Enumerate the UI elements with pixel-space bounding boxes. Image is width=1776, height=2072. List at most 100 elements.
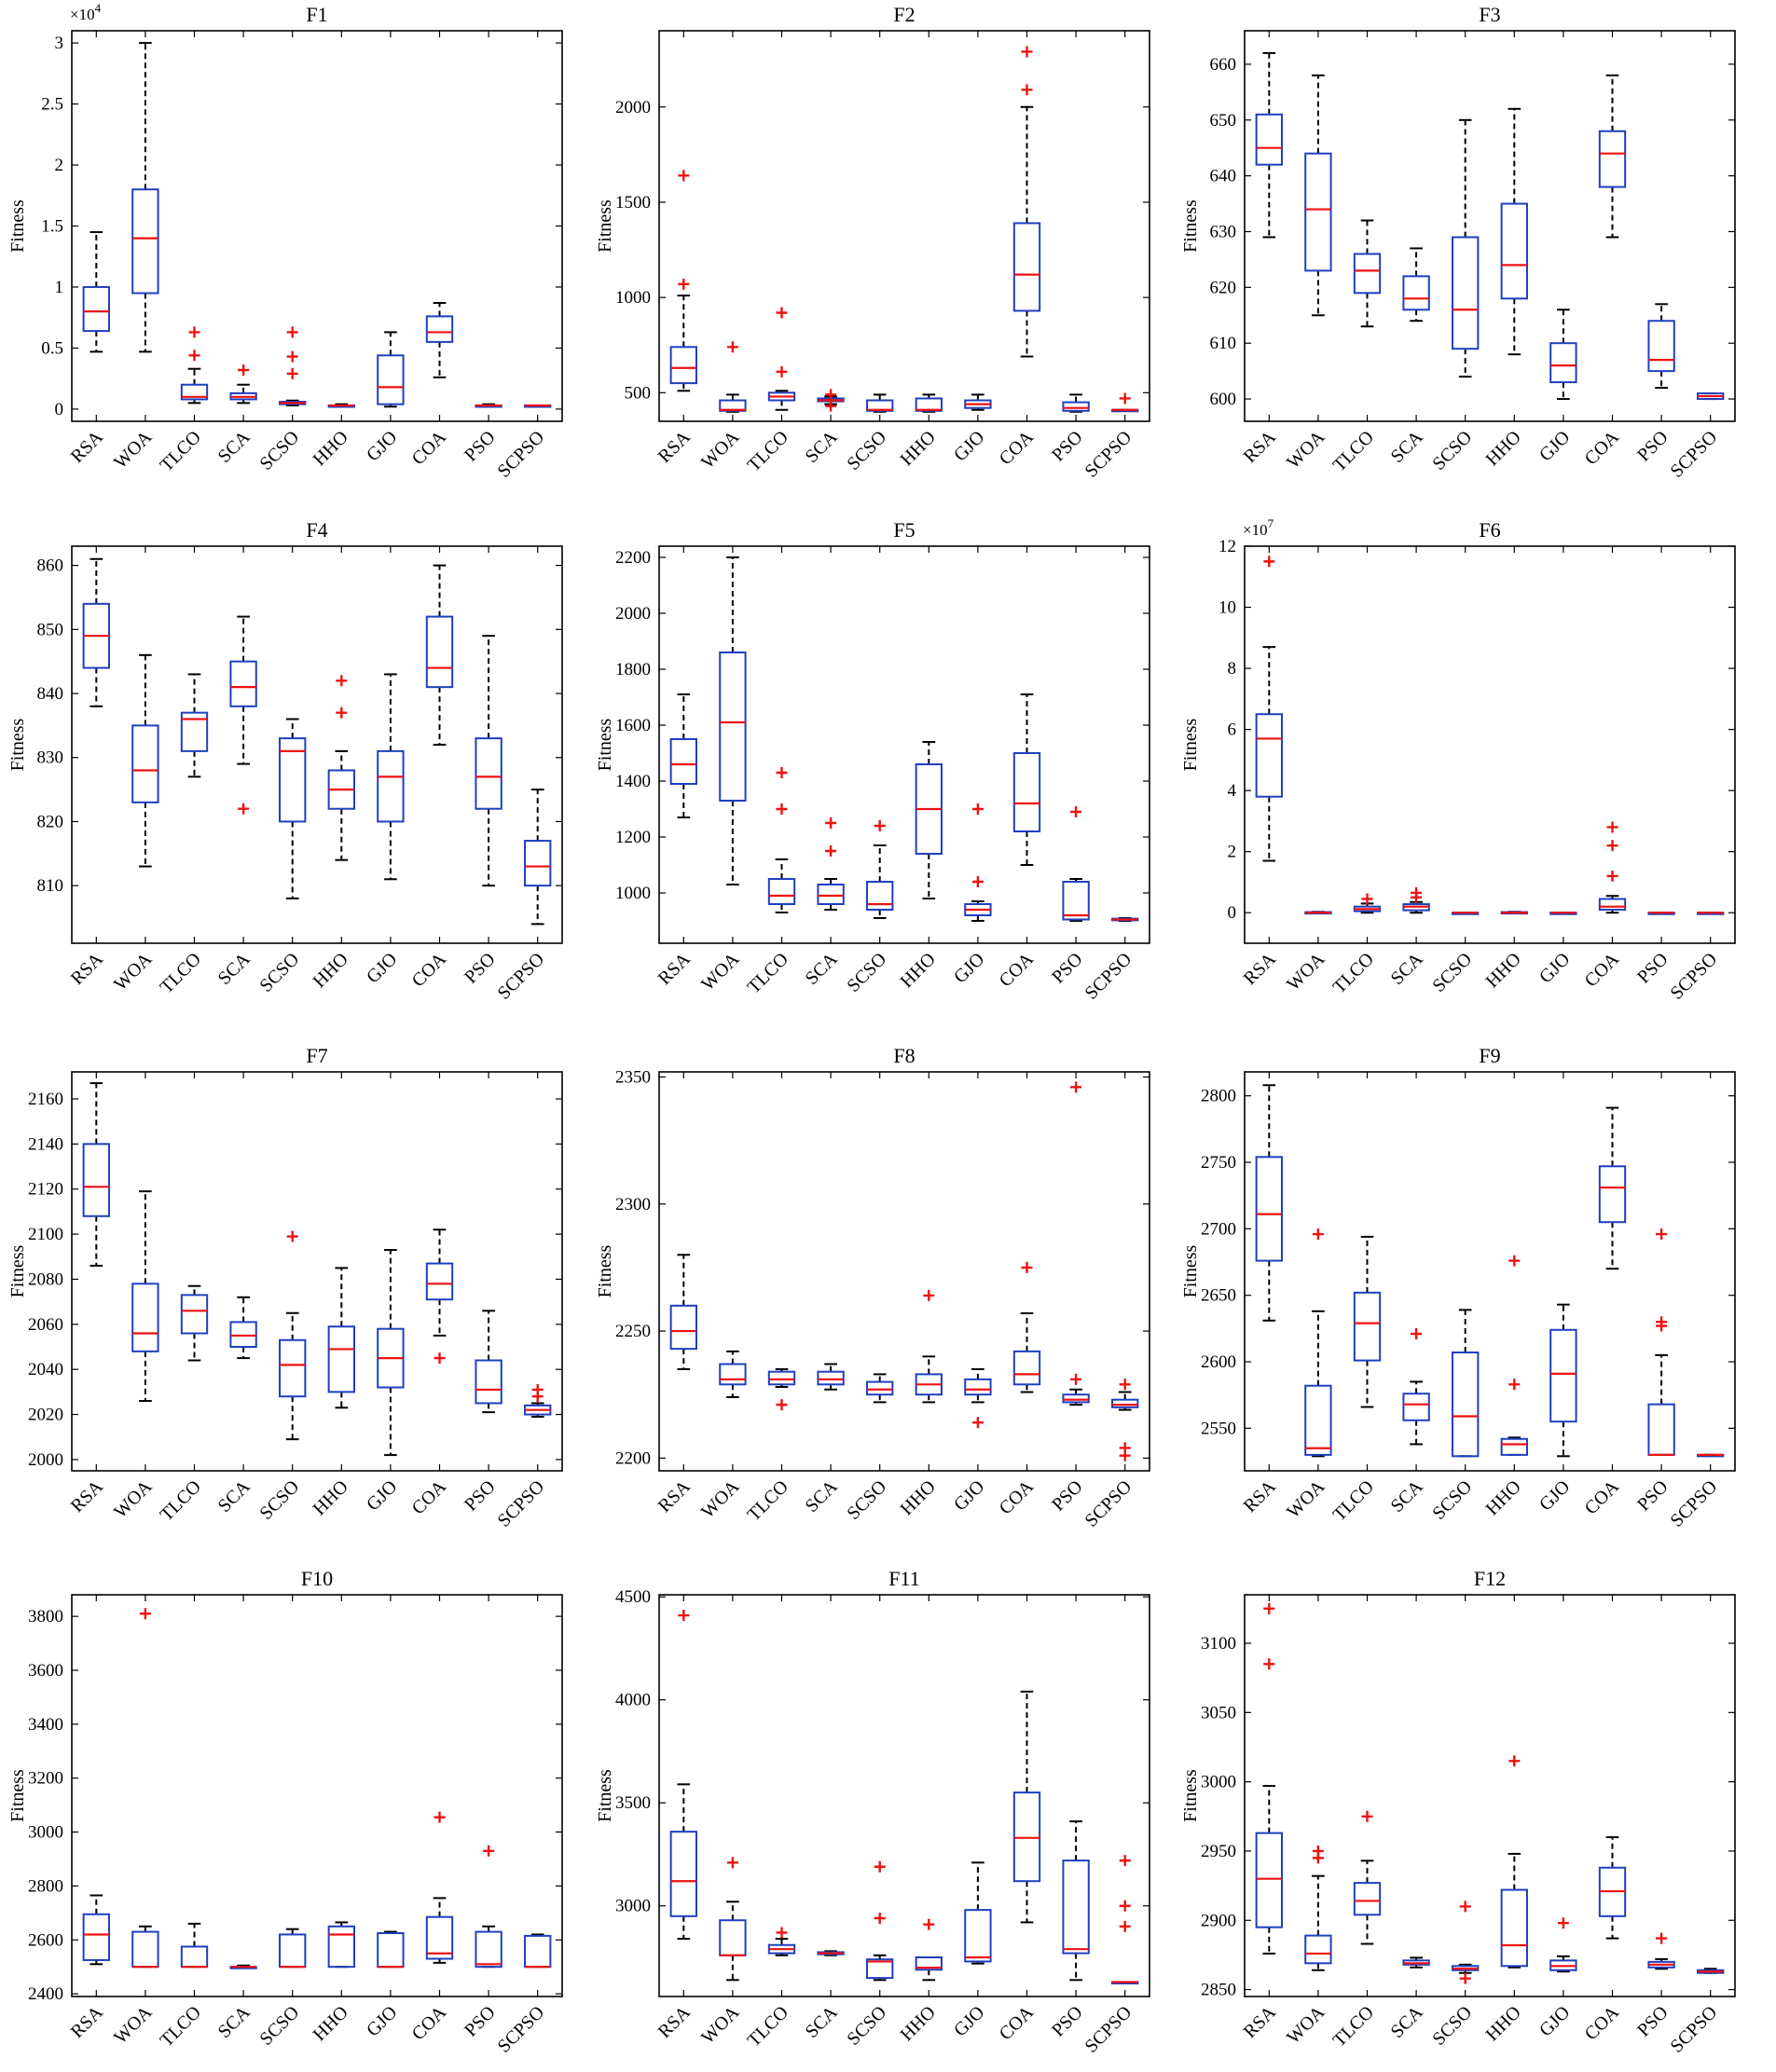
box-rsa: [1255, 1084, 1283, 1322]
box-rsa: [669, 1254, 697, 1370]
outlier-marker: [1508, 1255, 1521, 1267]
category-label: SCSO: [1428, 2002, 1476, 2050]
y-tick-label: 2900: [1201, 1911, 1236, 1930]
category-label: COA: [1581, 1476, 1624, 1519]
y-tick-label: 3000: [1201, 1773, 1236, 1792]
box-hho: [915, 1289, 943, 1404]
iqr-box: [229, 660, 257, 707]
outlier-marker: [286, 326, 298, 338]
outlier-marker: [923, 1289, 935, 1301]
y-tick-label: 1000: [615, 288, 651, 308]
outlier-marker: [188, 350, 200, 362]
iqr-box: [1452, 1352, 1480, 1458]
box-rsa: [1255, 556, 1283, 862]
box-rsa: [669, 1610, 697, 1941]
outlier-marker: [139, 1608, 151, 1620]
y-tick-label: 1200: [615, 828, 651, 847]
iqr-box: [669, 346, 697, 385]
iqr-box: [915, 1956, 943, 1971]
box-hho: [1500, 107, 1528, 356]
iqr-box: [180, 1294, 209, 1335]
box-scpso: [1111, 1379, 1139, 1461]
outlier-marker: [1656, 1932, 1668, 1944]
box-tlco: [767, 307, 796, 411]
box-scpso: [524, 789, 552, 926]
category-label: SCPSO: [1666, 427, 1721, 482]
box-woa: [1304, 1228, 1332, 1458]
outlier-marker: [776, 803, 788, 815]
category-label: PSO: [1633, 427, 1673, 466]
y-tick-label: 6: [1228, 720, 1237, 740]
category-label: WOA: [110, 949, 157, 995]
category-label: HHO: [310, 1476, 352, 1519]
y-tick-label: 2800: [1201, 1087, 1236, 1106]
y-tick-label: 830: [37, 748, 64, 768]
box-sca: [1402, 1956, 1430, 1969]
y-tick-label: 1800: [615, 660, 651, 679]
category-label: COA: [408, 2002, 451, 2045]
category-label: SCPSO: [493, 2002, 548, 2057]
y-tick-label: 620: [1210, 278, 1237, 297]
panel-f10: F10 2400 2600 2800 3000 3200 3400 3600 3800 Fitne…: [7, 1567, 563, 2057]
category-label: RSA: [654, 2002, 695, 2042]
y-tick-label: 640: [1210, 167, 1237, 186]
iqr-box: [1304, 1384, 1332, 1456]
box-tlco: [767, 767, 796, 913]
panel-f9: F9 2550 2600 2650 2700 2750 2800 Fitness RSA WOA T…: [1180, 1044, 1736, 1531]
box-gjo: [964, 393, 992, 411]
box-scpso: [1697, 1968, 1725, 1974]
box-woa: [719, 1857, 747, 1982]
iqr-box: [82, 1913, 110, 1961]
box-scso: [279, 718, 307, 899]
box-scpso: [1697, 1453, 1725, 1458]
box-sca: [229, 615, 257, 815]
y-tick-label: 3000: [28, 1823, 63, 1843]
category-label: SCA: [1387, 949, 1427, 989]
iqr-box: [964, 1378, 992, 1396]
category-label: COA: [408, 949, 451, 992]
y-tick-label: 1500: [615, 193, 651, 213]
box-woa: [131, 1608, 159, 1969]
box-pso: [1062, 393, 1090, 413]
category-label: SCSO: [255, 1476, 303, 1524]
axis-exponent-label: ×104: [70, 1, 102, 23]
y-tick-label: 8: [1228, 659, 1237, 679]
outlier-marker: [286, 367, 298, 379]
box-tlco: [180, 1922, 209, 1969]
y-tick-label: 2950: [1201, 1842, 1236, 1861]
iqr-box: [425, 1915, 454, 1960]
panel-title: F10: [301, 1567, 333, 1590]
category-label: COA: [996, 1476, 1039, 1519]
outlier-marker: [678, 1610, 690, 1622]
y-axis-label: Fitness: [595, 718, 615, 771]
outlier-marker: [1411, 886, 1423, 899]
plot-frame: [1244, 1071, 1736, 1472]
iqr-box: [425, 1262, 454, 1301]
box-pso: [1647, 912, 1675, 915]
outlier-marker: [531, 1383, 544, 1395]
category-label: RSA: [67, 427, 107, 467]
category-label: PSO: [1633, 2002, 1673, 2041]
category-label: SCPSO: [1081, 2002, 1136, 2057]
box-pso: [475, 403, 503, 408]
category-label: HHO: [1482, 1476, 1525, 1519]
box-hho: [327, 403, 355, 408]
category-label: WOA: [1283, 427, 1329, 473]
outlier-marker: [286, 350, 298, 363]
outlier-marker: [238, 364, 250, 377]
y-tick-label: 2200: [615, 1448, 651, 1468]
box-sca: [817, 389, 845, 412]
y-axis-label: Fitness: [1180, 1769, 1201, 1822]
outlier-marker: [678, 170, 690, 182]
box-pso: [1062, 1820, 1090, 1982]
iqr-box: [719, 652, 747, 802]
category-label: TLCO: [744, 2002, 792, 2051]
iqr-box: [1111, 1398, 1139, 1408]
outlier-marker: [1119, 1900, 1131, 1912]
iqr-box: [1402, 1393, 1430, 1421]
iqr-box: [180, 711, 209, 752]
box-coa: [1598, 74, 1627, 239]
category-label: TLCO: [744, 1476, 792, 1525]
outlier-marker: [1119, 392, 1131, 405]
